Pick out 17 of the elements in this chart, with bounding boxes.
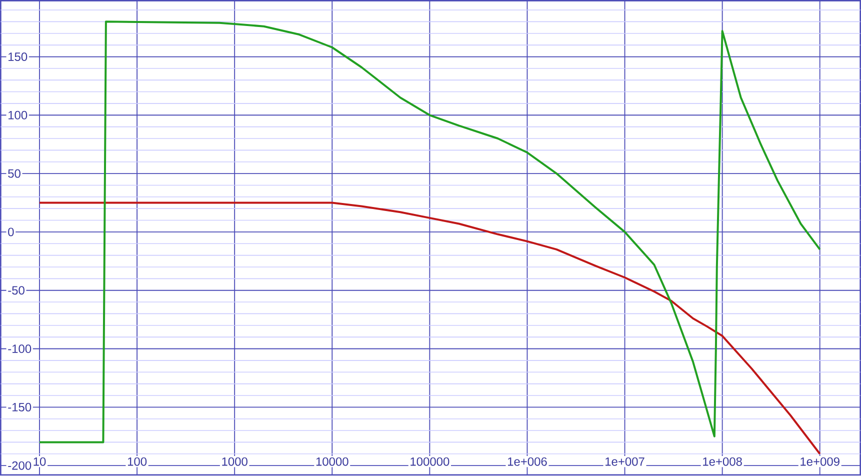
- x-tick-label: 10000: [316, 458, 348, 466]
- x-tick-label: 1e+007: [606, 458, 644, 466]
- x-tick-label: 1e+008: [703, 458, 742, 466]
- y-tick-label: 50: [8, 169, 20, 178]
- y-tick-label: -200: [8, 462, 32, 470]
- x-tick-label: 1000: [222, 458, 248, 466]
- y-tick-label: 100: [8, 111, 28, 120]
- y-tick-label: 0: [8, 228, 14, 236]
- x-tick-label: 1e+009: [800, 458, 840, 466]
- y-tick-label: 150: [8, 52, 28, 62]
- x-tick-label: 100000: [410, 458, 450, 466]
- y-tick-label: -150: [8, 403, 32, 412]
- y-tick-label: -50: [8, 286, 24, 295]
- y-tick-label: -100: [8, 344, 32, 354]
- x-tick-label: 100: [128, 458, 147, 466]
- x-tick-label: 1e+006: [508, 458, 547, 466]
- x-tick-label: 10: [34, 458, 46, 466]
